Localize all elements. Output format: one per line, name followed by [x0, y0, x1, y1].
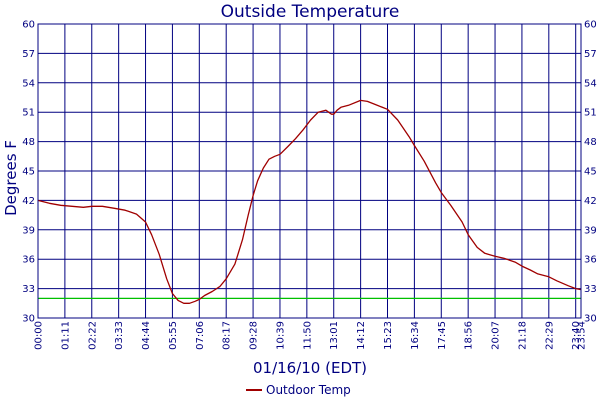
y-tick-label-right: 30: [584, 314, 597, 325]
x-tick-label: 00:00: [34, 321, 45, 350]
y-tick-label-left: 36: [22, 255, 35, 266]
y-tick-label-right: 39: [584, 225, 597, 236]
y-axis-label: Degrees F: [2, 140, 20, 216]
x-tick-label: 07:06: [195, 321, 206, 350]
x-tick-label: 23:40: [571, 321, 582, 350]
x-tick-label: 02:22: [87, 321, 98, 350]
series-layer: [37, 99, 582, 304]
y-tick-label-left: 48: [22, 137, 35, 148]
y-tick-label-right: 42: [584, 196, 597, 207]
legend-label: Outdoor Temp: [266, 383, 351, 397]
y-tick-label-right: 48: [584, 137, 597, 148]
plot-frame: [37, 23, 582, 319]
x-tick-label: 18:56: [464, 321, 475, 350]
chart-title: Outside Temperature: [221, 2, 400, 22]
y-tick-label-right: 57: [584, 49, 597, 60]
x-tick-label: 23:54: [577, 321, 588, 350]
x-tick-labels: 00:00 01:11 02:22 03:33 04:44 05:55 07:06 08:17…: [34, 321, 588, 350]
x-tick-label: 04:44: [141, 321, 152, 350]
x-tick-label: 20:07: [491, 321, 502, 350]
x-tick-label: 11:50: [302, 321, 313, 350]
x-tick-label: 10:39: [275, 321, 286, 350]
x-tick-label: 16:34: [410, 321, 421, 350]
y-tick-label-left: 30: [22, 314, 35, 325]
y-tick-label-left: 57: [22, 49, 35, 60]
series-line: [37, 99, 582, 304]
y-tick-label-right: 36: [584, 255, 597, 266]
y-tick-label-right: 51: [584, 108, 597, 119]
y-tick-label-left: 51: [22, 108, 35, 119]
y-tick-label-left: 42: [22, 196, 35, 207]
x-tick-label: 17:45: [437, 321, 448, 350]
x-tick-label: 21:18: [517, 321, 528, 350]
y-tick-label-right: 54: [584, 78, 597, 89]
y-tick-label-left: 45: [22, 167, 35, 178]
y-tick-label-left: 54: [22, 78, 35, 89]
y-tick-labels-right: 30 33 36 39 42 45 48 51 54 57 60: [584, 20, 597, 325]
x-tick-label: 08:17: [222, 321, 233, 350]
y-tick-label-left: 33: [22, 284, 35, 295]
legend: Outdoor Temp: [246, 383, 351, 397]
x-tick-label: 15:23: [383, 321, 394, 350]
y-tick-labels-left: 30 33 36 39 42 45 48 51 54 57 60: [22, 20, 35, 325]
y-tick-label-right: 33: [584, 284, 597, 295]
x-tick-label: 05:55: [168, 321, 179, 350]
y-tick-label-left: 60: [22, 20, 35, 31]
x-tick-label: 01:11: [60, 321, 71, 350]
y-tick-label-right: 60: [584, 20, 597, 31]
y-tick-label-right: 45: [584, 167, 597, 178]
x-tick-label: 22:29: [544, 321, 555, 350]
x-tick-label: 03:33: [114, 321, 125, 350]
x-axis-label: 01/16/10 (EDT): [253, 359, 367, 377]
x-tick-label: 13:01: [329, 321, 340, 350]
x-tick-label: 14:12: [356, 321, 367, 350]
x-tick-label: 09:28: [249, 321, 260, 350]
y-tick-label-left: 39: [22, 225, 35, 236]
